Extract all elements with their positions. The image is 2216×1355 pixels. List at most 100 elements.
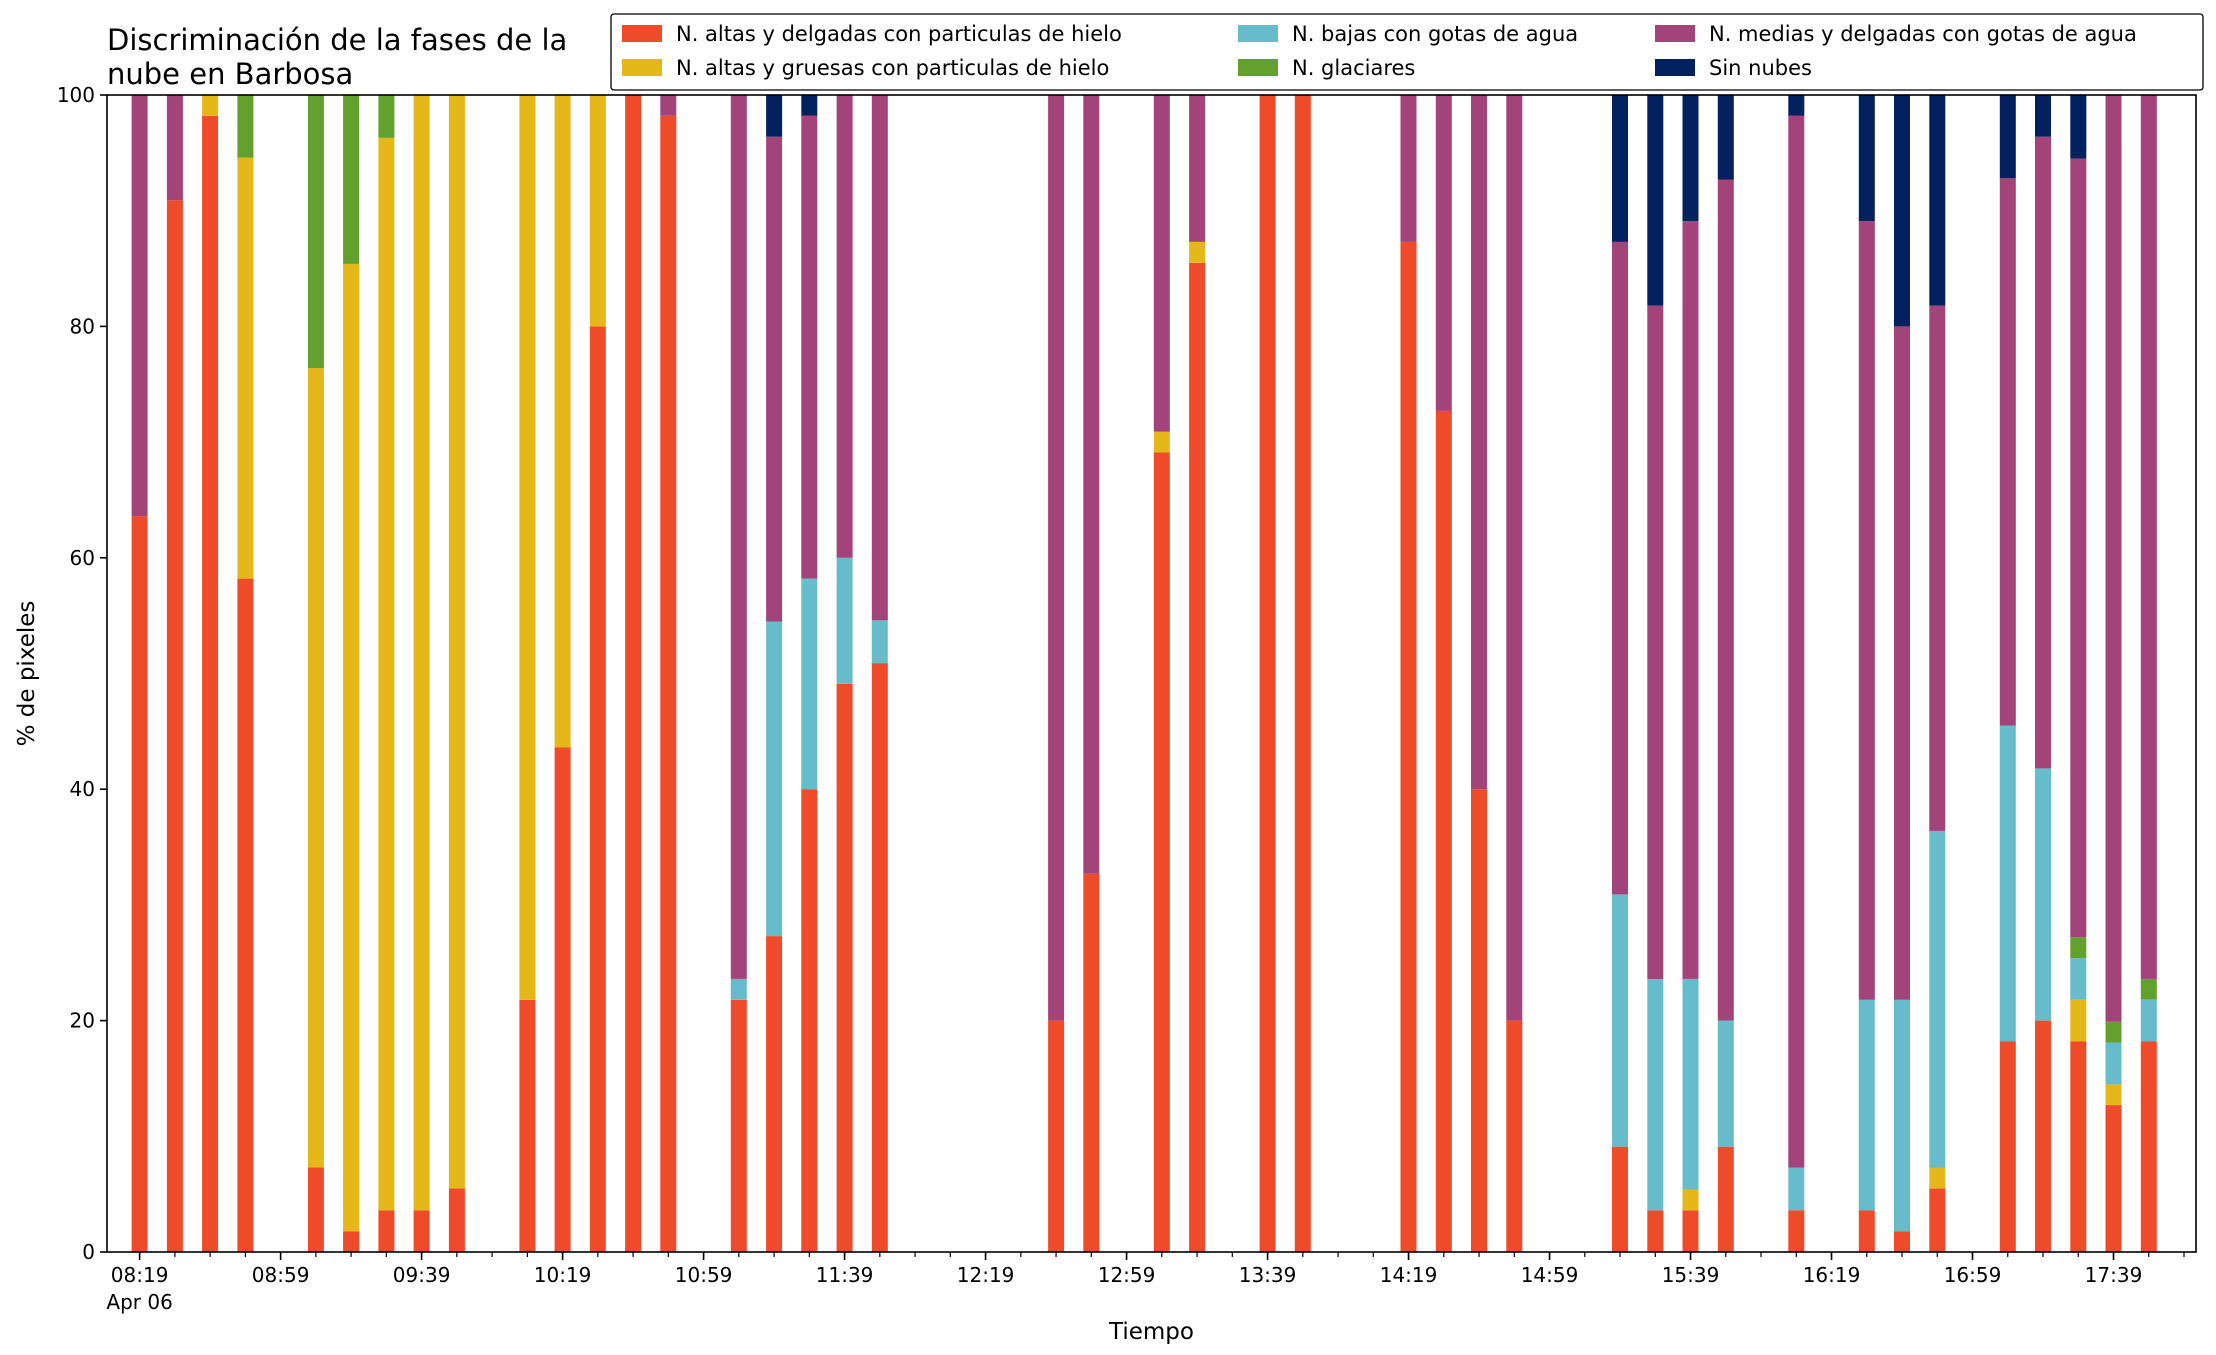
bar-sin-nubes <box>1717 95 1734 180</box>
legend-item-sin-nubes: Sin nubes <box>1655 56 1812 80</box>
bar-stack-1049 <box>660 95 677 1252</box>
bar-stack-1649 <box>1929 95 1946 1252</box>
bar-n-altas-y-delgadas-con-particulas-de-hielo <box>871 663 888 1252</box>
bar-stack-1009 <box>519 95 536 1252</box>
bar-stack-1709 <box>1999 95 2016 1252</box>
bar-sin-nubes <box>1929 95 1946 306</box>
bar-n-altas-y-gruesas-con-particulas-de-hielo <box>307 368 324 1168</box>
bar-n-altas-y-delgadas-con-particulas-de-hielo <box>1647 1210 1664 1252</box>
legend-label: N. altas y delgadas con particulas de hi… <box>676 22 1122 46</box>
bar-n-medias-y-delgadas-con-gotas-de-agua <box>1153 95 1170 432</box>
bar-n-altas-y-delgadas-con-particulas-de-hielo <box>1259 95 1276 1252</box>
bar-n-medias-y-delgadas-con-gotas-de-agua <box>1083 95 1100 874</box>
legend-swatch <box>1655 25 1695 42</box>
bar-n-bajas-con-gotas-de-agua <box>2035 768 2051 1021</box>
bar-n-medias-y-delgadas-con-gotas-de-agua <box>1400 95 1417 242</box>
chart-title-line: Discriminación de la fases de la <box>107 23 567 57</box>
bar-n-bajas-con-gotas-de-agua <box>1999 725 2016 1042</box>
bar-stack-1239 <box>1048 95 1065 1252</box>
bar-stack-0909 <box>307 95 324 1252</box>
bar-n-altas-y-delgadas-con-particulas-de-hielo <box>307 1167 324 1252</box>
bar-stack-1419 <box>1400 95 1417 1252</box>
bar-stack-1539 <box>1682 95 1699 1252</box>
legend-item-n-bajas-con-gotas-de-agua: N. bajas con gotas de agua <box>1238 22 1578 46</box>
y-tick-label: 20 <box>70 1009 95 1033</box>
bar-n-bajas-con-gotas-de-agua <box>2105 1042 2122 1085</box>
bar-sin-nubes <box>801 95 818 116</box>
bar-n-altas-y-delgadas-con-particulas-de-hielo <box>1435 410 1452 1252</box>
bar-n-glaciares <box>2140 978 2157 1000</box>
bar-n-bajas-con-gotas-de-agua <box>1612 894 1628 1147</box>
bar-n-bajas-con-gotas-de-agua <box>1894 999 1910 1232</box>
bar-n-bajas-con-gotas-de-agua <box>1647 978 1664 1211</box>
chart-title-line: nube en Barbosa <box>107 57 353 91</box>
x-tick-label: 10:19 <box>534 1263 592 1287</box>
bar-n-altas-y-gruesas-con-particulas-de-hielo <box>519 95 536 1000</box>
bar-stack-1109 <box>730 95 747 1252</box>
bar-n-glaciares <box>343 95 360 264</box>
bar-n-bajas-con-gotas-de-agua <box>836 557 853 684</box>
bar-n-altas-y-delgadas-con-particulas-de-hielo <box>766 936 783 1252</box>
bar-stack-1719 <box>2035 95 2051 1252</box>
bar-stack-0949 <box>448 95 465 1252</box>
bar-stack-1129 <box>801 95 818 1252</box>
bar-n-medias-y-delgadas-con-gotas-de-agua <box>2070 158 2087 938</box>
bar-n-altas-y-gruesas-con-particulas-de-hielo <box>554 95 571 748</box>
bar-stack-1339 <box>1259 95 1276 1252</box>
bar-stack-1529 <box>1647 95 1664 1252</box>
bar-n-bajas-con-gotas-de-agua <box>1929 830 1946 1168</box>
bar-n-medias-y-delgadas-con-gotas-de-agua <box>1612 241 1628 895</box>
bar-n-altas-y-delgadas-con-particulas-de-hielo <box>554 747 571 1252</box>
bar-stack-1609 <box>1788 95 1805 1252</box>
bar-n-altas-y-delgadas-con-particulas-de-hielo <box>589 326 606 1252</box>
bar-n-bajas-con-gotas-de-agua <box>1717 1020 1734 1147</box>
x-axis-label: Tiempo <box>1108 1319 1194 1345</box>
legend-label: N. bajas con gotas de agua <box>1292 22 1578 46</box>
x-tick-label: 16:19 <box>1803 1263 1861 1287</box>
bar-stack-1149 <box>871 95 888 1252</box>
y-tick-label: 100 <box>57 83 95 107</box>
y-tick-label: 0 <box>82 1240 95 1264</box>
bar-n-altas-y-delgadas-con-particulas-de-hielo <box>1788 1210 1805 1252</box>
legend-item-n-altas-y-gruesas-con-particulas-de-hielo: N. altas y gruesas con particulas de hie… <box>622 56 1109 80</box>
bar-n-medias-y-delgadas-con-gotas-de-agua <box>1048 95 1065 1021</box>
y-tick-label: 40 <box>70 777 95 801</box>
bar-n-bajas-con-gotas-de-agua <box>1682 978 1699 1190</box>
bar-n-altas-y-delgadas-con-particulas-de-hielo <box>2105 1105 2122 1252</box>
bar-stack-1549 <box>1717 95 1734 1252</box>
bar-stack-1249 <box>1083 95 1100 1252</box>
bar-n-altas-y-delgadas-con-particulas-de-hielo <box>1083 873 1100 1252</box>
bar-sin-nubes <box>2035 95 2051 137</box>
y-axis-label: % de pixeles <box>14 601 40 747</box>
bar-n-altas-y-delgadas-con-particulas-de-hielo <box>1894 1231 1910 1252</box>
bar-stack-1749 <box>2140 95 2157 1252</box>
bar-stack-0839 <box>202 95 219 1252</box>
legend-item-n-medias-y-delgadas-con-gotas-de-agua: N. medias y delgadas con gotas de agua <box>1655 22 2137 46</box>
bar-stack-0829 <box>166 95 183 1252</box>
bar-stack-1449 <box>1506 95 1523 1252</box>
bar-stack-1139 <box>836 95 853 1252</box>
x-tick-label: 15:39 <box>1662 1263 1720 1287</box>
bar-n-glaciares <box>2070 937 2087 959</box>
bar-n-medias-y-delgadas-con-gotas-de-agua <box>1717 179 1734 1021</box>
bar-sin-nubes <box>2070 95 2087 159</box>
bar-n-altas-y-delgadas-con-particulas-de-hielo <box>836 683 853 1252</box>
x-tick-label: 08:59 <box>252 1263 310 1287</box>
bar-n-altas-y-gruesas-con-particulas-de-hielo <box>237 157 254 579</box>
bar-n-altas-y-gruesas-con-particulas-de-hielo <box>2105 1084 2122 1105</box>
bar-n-altas-y-delgadas-con-particulas-de-hielo <box>448 1188 465 1252</box>
x-axis: 08:19 Apr 06 08:59 09:39 10:19 10:59 11:39 12:1… <box>106 1252 2185 1314</box>
legend-swatch <box>1655 59 1695 76</box>
plot-frame <box>106 94 2197 1253</box>
bar-n-altas-y-delgadas-con-particulas-de-hielo <box>1717 1146 1734 1252</box>
bar-n-altas-y-delgadas-con-particulas-de-hielo <box>1612 1146 1628 1252</box>
legend-swatch <box>1238 59 1278 76</box>
bar-n-medias-y-delgadas-con-gotas-de-agua <box>166 95 183 201</box>
bar-sin-nubes <box>766 95 783 137</box>
bar-n-altas-y-gruesas-con-particulas-de-hielo <box>589 95 606 327</box>
bar-n-altas-y-gruesas-con-particulas-de-hielo <box>378 137 395 1211</box>
x-tick-label: 10:59 <box>675 1263 733 1287</box>
bar-n-medias-y-delgadas-con-gotas-de-agua <box>1788 115 1805 1168</box>
bar-n-medias-y-delgadas-con-gotas-de-agua <box>1682 221 1699 979</box>
bar-n-altas-y-delgadas-con-particulas-de-hielo <box>801 789 818 1252</box>
